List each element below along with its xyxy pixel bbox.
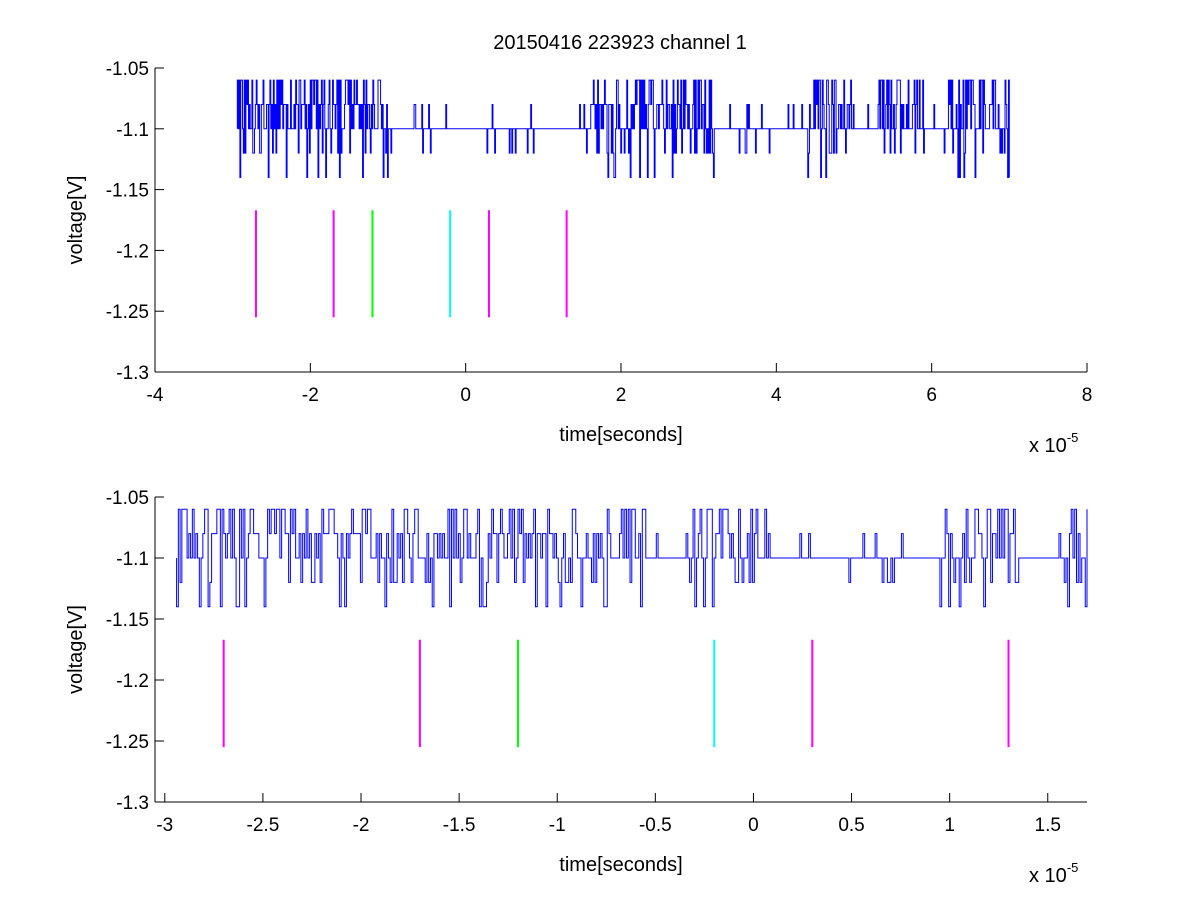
y-tick-label: -1.15 bbox=[106, 181, 149, 202]
y-tick-label: -1.3 bbox=[116, 363, 149, 384]
y-tick-label: -1.25 bbox=[106, 732, 149, 753]
x-tick-label: 4 bbox=[771, 385, 782, 406]
y-tick-label: -1.2 bbox=[116, 671, 149, 692]
x-tick-label: 6 bbox=[926, 385, 937, 406]
x-tick-label: 0 bbox=[748, 815, 759, 836]
y-axis-label: voltage[V] bbox=[65, 176, 87, 265]
figure-title: 20150416 223923 channel 1 bbox=[493, 32, 747, 54]
x-tick-label: -2 bbox=[302, 385, 319, 406]
x-multiplier: x 10-5 bbox=[1029, 860, 1078, 887]
x-tick-label: -0.5 bbox=[639, 815, 672, 836]
x-multiplier: x 10-5 bbox=[1029, 430, 1078, 457]
y-tick-label: -1.05 bbox=[106, 488, 149, 509]
x-tick-label: 1 bbox=[944, 815, 955, 836]
x-tick-label: -4 bbox=[147, 385, 164, 406]
bottom-plot: -3 -2.5 -2 -1.5 -1 -0.5 0 0.5 1 1.5 -1.05 -1.1 -1.15… bbox=[65, 488, 1088, 887]
y-tick-label: -1.3 bbox=[116, 793, 149, 814]
x-axis-label: time[seconds] bbox=[559, 424, 682, 446]
signal-series-line bbox=[176, 508, 1088, 608]
y-tick-label: -1.1 bbox=[116, 120, 149, 141]
x-tick-label: 0 bbox=[460, 385, 471, 406]
x-tick-label: -3 bbox=[156, 815, 173, 836]
y-tick-label: -1.2 bbox=[116, 241, 149, 262]
x-tick-label: -2.5 bbox=[247, 815, 280, 836]
top-plot: -4 -2 0 2 4 6 8 -1.05 -1.1 -1.15 -1.2 -1.25 -1.3 time… bbox=[65, 59, 1092, 457]
signal-series-line bbox=[236, 79, 1010, 178]
x-tick-label: -2 bbox=[353, 815, 370, 836]
x-tick-label: 2 bbox=[616, 385, 627, 406]
x-tick-label: -1.5 bbox=[443, 815, 476, 836]
y-tick-label: -1.1 bbox=[116, 549, 149, 570]
x-tick-label: 8 bbox=[1082, 385, 1093, 406]
x-tick-label: 0.5 bbox=[838, 815, 864, 836]
x-tick-label: -1 bbox=[549, 815, 566, 836]
y-axis-label: voltage[V] bbox=[65, 605, 87, 694]
y-tick-label: -1.05 bbox=[106, 59, 149, 80]
y-tick-label: -1.25 bbox=[106, 302, 149, 323]
x-tick-label: 1.5 bbox=[1035, 815, 1061, 836]
x-axis-label: time[seconds] bbox=[559, 854, 682, 876]
y-tick-label: -1.15 bbox=[106, 610, 149, 631]
